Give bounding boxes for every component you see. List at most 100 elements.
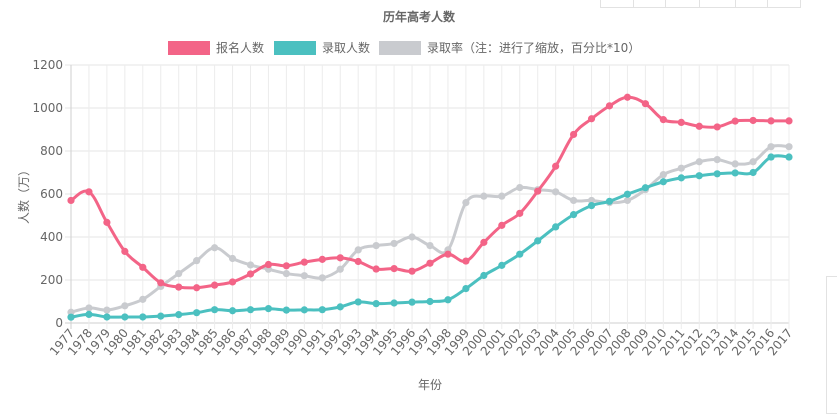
data-point[interactable] <box>552 223 560 231</box>
data-point[interactable] <box>300 258 308 266</box>
data-point[interactable] <box>695 122 703 130</box>
data-point[interactable] <box>193 257 201 265</box>
data-point[interactable] <box>659 116 667 124</box>
data-point[interactable] <box>713 170 721 178</box>
data-point[interactable] <box>462 257 470 265</box>
data-point[interactable] <box>372 242 380 250</box>
data-point[interactable] <box>767 117 775 125</box>
data-point[interactable] <box>605 102 614 110</box>
data-point[interactable] <box>264 304 273 313</box>
data-point[interactable] <box>516 183 524 192</box>
data-point[interactable] <box>498 221 506 229</box>
data-point[interactable] <box>480 192 488 200</box>
data-point[interactable] <box>246 306 255 314</box>
data-point[interactable] <box>139 313 147 321</box>
data-point[interactable] <box>103 313 111 321</box>
data-point[interactable] <box>193 284 201 292</box>
data-point[interactable] <box>659 178 667 186</box>
data-point[interactable] <box>318 255 326 263</box>
data-point[interactable] <box>785 143 793 151</box>
data-point[interactable] <box>408 298 416 306</box>
data-point[interactable] <box>587 196 596 205</box>
data-point[interactable] <box>175 283 183 291</box>
data-point[interactable] <box>175 269 183 278</box>
data-point[interactable] <box>300 272 308 280</box>
data-point[interactable] <box>85 310 93 318</box>
data-point[interactable] <box>336 303 344 311</box>
data-point[interactable] <box>695 158 703 166</box>
data-point[interactable] <box>480 238 488 246</box>
data-point[interactable] <box>372 300 380 308</box>
data-point[interactable] <box>157 279 165 287</box>
data-point[interactable] <box>121 247 129 256</box>
data-point[interactable] <box>336 265 344 273</box>
data-point[interactable] <box>641 184 650 192</box>
data-point[interactable] <box>175 311 183 319</box>
data-point[interactable] <box>785 153 793 161</box>
data-point[interactable] <box>749 116 757 125</box>
data-point[interactable] <box>767 143 775 151</box>
data-point[interactable] <box>570 196 578 205</box>
data-point[interactable] <box>139 263 147 271</box>
data-point[interactable] <box>552 162 560 170</box>
data-point[interactable] <box>121 302 129 310</box>
data-point[interactable] <box>318 306 326 314</box>
data-point[interactable] <box>282 306 290 314</box>
data-point[interactable] <box>731 160 739 168</box>
data-point[interactable] <box>67 196 75 205</box>
data-point[interactable] <box>390 265 398 273</box>
data-point[interactable] <box>785 117 793 125</box>
data-point[interactable] <box>677 118 685 127</box>
data-point[interactable] <box>516 250 524 258</box>
data-point[interactable] <box>85 304 93 312</box>
data-point[interactable] <box>426 259 434 267</box>
data-point[interactable] <box>372 265 380 273</box>
data-point[interactable] <box>246 270 255 278</box>
data-point[interactable] <box>641 100 650 108</box>
data-point[interactable] <box>246 261 255 269</box>
data-point[interactable] <box>211 244 219 252</box>
data-point[interactable] <box>336 254 344 262</box>
data-point[interactable] <box>390 239 398 248</box>
data-point[interactable] <box>623 93 632 101</box>
data-point[interactable] <box>659 171 667 179</box>
data-point[interactable] <box>354 246 362 254</box>
data-point[interactable] <box>139 295 147 303</box>
data-point[interactable] <box>516 209 524 217</box>
data-point[interactable] <box>211 281 219 289</box>
data-point[interactable] <box>426 242 434 250</box>
data-point[interactable] <box>408 233 416 241</box>
data-point[interactable] <box>85 188 93 196</box>
data-point[interactable] <box>228 254 237 263</box>
data-point[interactable] <box>282 262 290 270</box>
data-point[interactable] <box>552 188 560 196</box>
data-point[interactable] <box>264 260 273 269</box>
legend-item[interactable]: 录取率（注：进行了缩放，百分比*10） <box>379 40 640 55</box>
data-point[interactable] <box>426 297 434 306</box>
data-point[interactable] <box>228 278 237 286</box>
data-point[interactable] <box>67 308 75 316</box>
data-point[interactable] <box>713 123 721 131</box>
data-point[interactable] <box>300 306 308 314</box>
data-point[interactable] <box>570 130 578 139</box>
data-point[interactable] <box>121 313 129 321</box>
data-point[interactable] <box>749 158 757 166</box>
data-point[interactable] <box>228 307 237 315</box>
data-point[interactable] <box>103 306 111 314</box>
data-point[interactable] <box>749 168 757 177</box>
data-point[interactable] <box>282 269 290 278</box>
data-point[interactable] <box>605 197 614 205</box>
data-point[interactable] <box>570 211 578 219</box>
data-point[interactable] <box>211 306 219 314</box>
data-point[interactable] <box>534 187 542 195</box>
data-point[interactable] <box>731 169 739 177</box>
data-point[interactable] <box>677 164 685 172</box>
data-point[interactable] <box>587 115 596 123</box>
legend-item[interactable]: 录取人数 <box>274 40 370 55</box>
data-point[interactable] <box>444 250 452 258</box>
data-point[interactable] <box>677 174 685 182</box>
data-point[interactable] <box>103 218 111 226</box>
data-point[interactable] <box>498 192 506 200</box>
data-point[interactable] <box>157 312 165 320</box>
data-point[interactable] <box>623 190 632 198</box>
